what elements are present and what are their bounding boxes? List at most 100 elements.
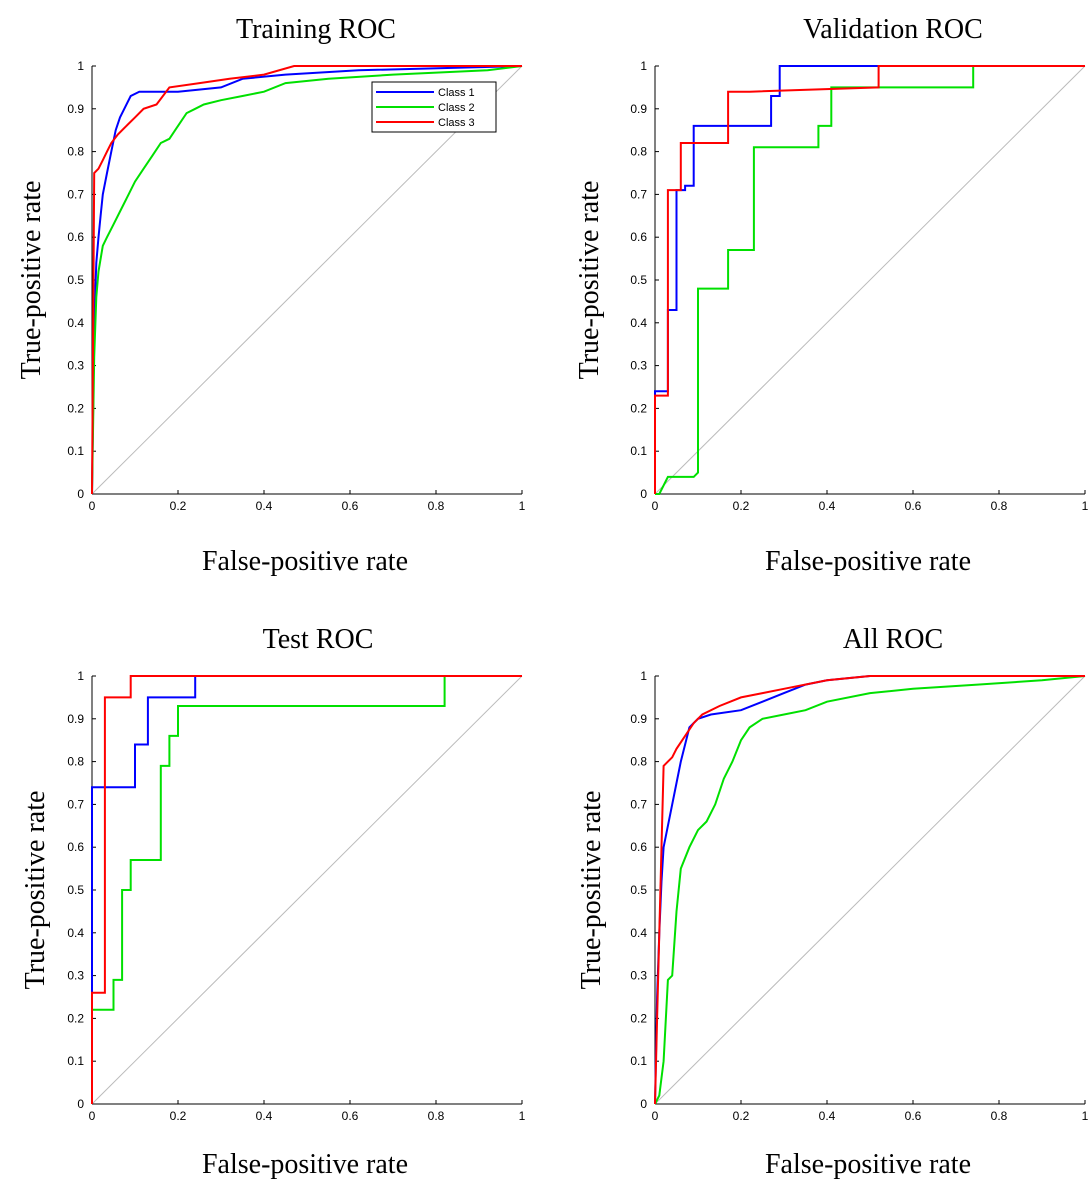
y-tick-label: 1 — [640, 669, 647, 683]
x-tick-label: 0.2 — [733, 499, 750, 513]
y-axis-label: True-positive rate — [16, 181, 47, 380]
x-tick-label: 0.4 — [256, 1109, 273, 1123]
y-tick-label: 0.5 — [630, 273, 647, 287]
diagonal-reference-line — [654, 65, 1086, 495]
x-axis-label: False-positive rate — [202, 1149, 408, 1180]
y-tick-label: 0.5 — [67, 273, 84, 287]
y-tick-label: 0.6 — [630, 230, 647, 244]
x-axis-label: False-positive rate — [765, 1149, 971, 1180]
roc-panel-4: All ROC 0 0.1 0.2 0.3 0.4 0.5 0.6 0.7 0.8 0.9 1 0 0.2… — [576, 624, 1088, 1180]
x-tick-label: 0.6 — [905, 499, 922, 513]
y-tick-label: 0.3 — [67, 359, 84, 373]
y-tick-label: 0.1 — [67, 1054, 84, 1068]
y-tick-label: 0.9 — [630, 102, 647, 116]
x-tick-label: 0.4 — [819, 499, 836, 513]
y-tick-label: 0.5 — [67, 883, 84, 897]
x-tick-label: 0.6 — [342, 499, 359, 513]
y-tick-label: 0.4 — [630, 316, 647, 330]
x-axis-label: False-positive rate — [765, 546, 971, 577]
x-tick-label: 0.2 — [170, 1109, 187, 1123]
x-tick-label: 0 — [89, 499, 96, 513]
chart-title: Training ROC — [236, 14, 396, 45]
x-tick-label: 0 — [652, 1109, 659, 1123]
y-tick-label: 0.1 — [67, 444, 84, 458]
y-tick-label: 0.9 — [67, 712, 84, 726]
x-tick-label: 1 — [1082, 1109, 1088, 1123]
y-tick-label: 0.7 — [67, 797, 84, 811]
y-tick-label: 0.7 — [630, 797, 647, 811]
y-tick-label: 0.4 — [67, 316, 84, 330]
y-tick-label: 0.2 — [630, 401, 647, 415]
y-axis-label: True-positive rate — [576, 791, 607, 990]
x-tick-label: 1 — [519, 1109, 526, 1123]
roc-curve-class-3 — [91, 65, 522, 495]
roc-curve-class-2 — [91, 675, 522, 1104]
x-tick-label: 1 — [1082, 499, 1088, 513]
y-tick-label: 0.4 — [630, 926, 647, 940]
y-tick-label: 0 — [640, 487, 647, 501]
x-tick-label: 0 — [652, 499, 659, 513]
legend-entry: Class 3 — [438, 117, 475, 129]
y-tick-label: 0.2 — [630, 1011, 647, 1025]
y-tick-label: 0.8 — [67, 145, 84, 159]
x-tick-label: 0.4 — [819, 1109, 836, 1123]
x-tick-label: 0.8 — [428, 499, 445, 513]
x-tick-label: 0 — [89, 1109, 96, 1123]
roc-curve-class-3 — [654, 65, 1085, 494]
y-tick-label: 0.1 — [630, 1054, 647, 1068]
x-tick-label: 0.2 — [170, 499, 187, 513]
y-tick-label: 0.3 — [67, 969, 84, 983]
legend-entry: Class 2 — [438, 102, 475, 114]
y-tick-label: 0.7 — [67, 187, 84, 201]
y-tick-label: 0.4 — [67, 926, 84, 940]
y-tick-label: 0 — [640, 1097, 647, 1111]
chart-title: All ROC — [843, 624, 943, 655]
y-axis-label: True-positive rate — [574, 181, 605, 380]
y-tick-label: 1 — [77, 59, 84, 73]
x-tick-label: 1 — [519, 499, 526, 513]
y-tick-label: 0.6 — [67, 840, 84, 854]
roc-curve-class-2 — [91, 65, 523, 495]
diagonal-reference-line — [91, 675, 523, 1105]
y-tick-label: 0.3 — [630, 359, 647, 373]
x-tick-label: 0.6 — [342, 1109, 359, 1123]
y-tick-label: 0.2 — [67, 1011, 84, 1025]
diagonal-reference-line — [91, 65, 523, 495]
y-tick-label: 0.6 — [630, 840, 647, 854]
x-axis-label: False-positive rate — [202, 546, 408, 577]
y-tick-label: 0.7 — [630, 187, 647, 201]
roc-curve-class-3 — [91, 675, 522, 1104]
legend: Class 1 Class 2 Class 3 — [371, 81, 497, 133]
roc-curve-class-3 — [654, 675, 1085, 1105]
y-tick-label: 1 — [640, 59, 647, 73]
diagonal-reference-line — [654, 675, 1086, 1105]
y-tick-label: 0.2 — [67, 401, 84, 415]
roc-panel-2: Validation ROC 0 0.1 0.2 0.3 0.4 0.5 0.6 0.7 0.8 0… — [574, 14, 1088, 577]
y-tick-label: 0.9 — [630, 712, 647, 726]
y-tick-label: 0.8 — [630, 145, 647, 159]
y-tick-label: 0 — [77, 1097, 84, 1111]
y-tick-label: 0.6 — [67, 230, 84, 244]
y-tick-label: 1 — [77, 669, 84, 683]
chart-title: Validation ROC — [803, 14, 983, 45]
x-tick-label: 0.6 — [905, 1109, 922, 1123]
roc-curve-class-2 — [654, 675, 1086, 1105]
y-tick-label: 0.1 — [630, 444, 647, 458]
y-axis-label: True-positive rate — [20, 791, 51, 990]
y-tick-label: 0.5 — [630, 883, 647, 897]
roc-curve-class-1 — [91, 675, 522, 1104]
roc-panel-3: Test ROC 0 0.1 0.2 0.3 0.4 0.5 0.6 0.7 0.8 0.9 1 0 0.… — [20, 624, 526, 1180]
roc-panel-1: Training ROC 0 0.1 0.2 0.3 0.4 0.5 0.6 0.7 0.8 0.9… — [16, 14, 526, 577]
x-tick-label: 0.2 — [733, 1109, 750, 1123]
y-tick-label: 0.8 — [67, 755, 84, 769]
x-tick-label: 0.8 — [991, 1109, 1008, 1123]
x-tick-label: 0.8 — [991, 499, 1008, 513]
y-tick-label: 0.3 — [630, 969, 647, 983]
chart-title: Test ROC — [263, 624, 374, 655]
legend-entry: Class 1 — [438, 87, 475, 99]
roc-curve-class-1 — [91, 65, 523, 495]
x-tick-label: 0.4 — [256, 499, 273, 513]
y-tick-label: 0.8 — [630, 755, 647, 769]
y-tick-label: 0.9 — [67, 102, 84, 116]
